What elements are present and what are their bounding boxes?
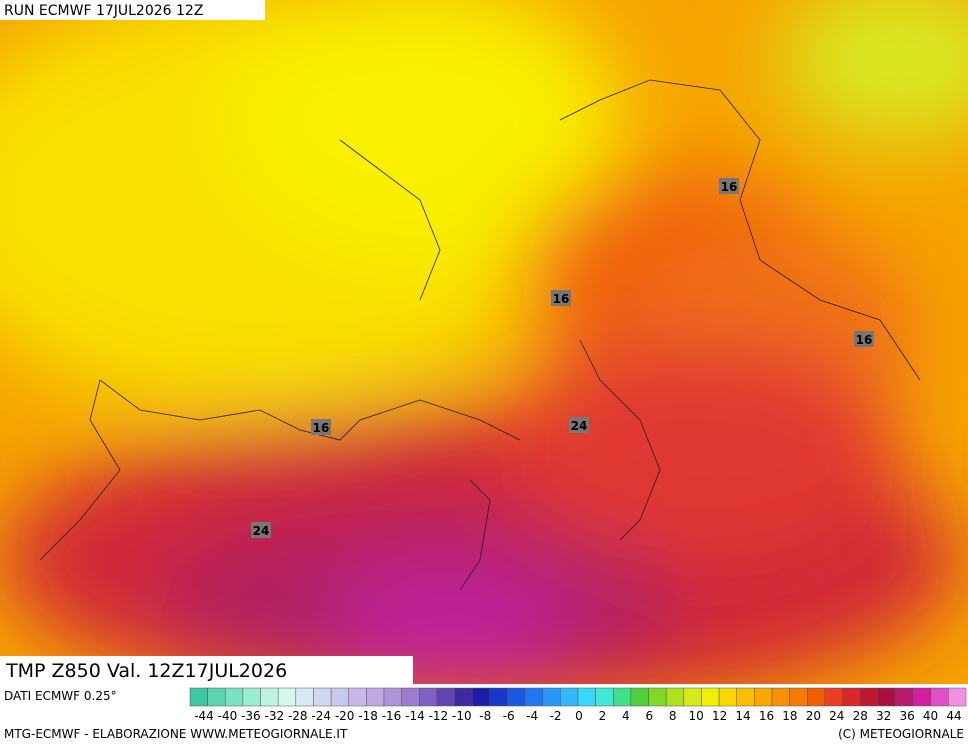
legend-swatch [242, 687, 261, 707]
source-label: DATI ECMWF 0.25° [4, 689, 117, 703]
legend-label: 0 [575, 709, 583, 723]
run-box [0, 0, 265, 20]
legend-swatch [701, 687, 720, 707]
contour-label: 24 [253, 524, 270, 538]
legend-swatch [507, 687, 526, 707]
legend-swatch [859, 687, 879, 707]
legend-label: -6 [503, 709, 515, 723]
contour-label-box [311, 419, 331, 435]
legend-swatch [736, 687, 755, 707]
legend-label: -2 [550, 709, 562, 723]
legend-swatch [295, 687, 314, 707]
legend-label: -40 [218, 709, 238, 723]
legend-label: 32 [876, 709, 891, 723]
legend-swatch [524, 687, 543, 707]
temperature-field [0, 0, 968, 684]
legend-swatch [489, 687, 508, 707]
legend-label: -14 [405, 709, 425, 723]
legend-label: -32 [265, 709, 285, 723]
legend-swatch [595, 687, 614, 707]
legend-label: 14 [735, 709, 750, 723]
legend-label: 20 [806, 709, 821, 723]
legend-label: 12 [712, 709, 727, 723]
legend-swatch [824, 687, 843, 707]
legend-label: -24 [311, 709, 331, 723]
legend-swatch [895, 687, 914, 707]
legend-swatch [912, 687, 931, 707]
legend-swatch [877, 687, 896, 707]
run-label: RUN ECMWF 17JUL2026 12Z [4, 3, 203, 19]
legend-swatch [330, 687, 349, 707]
contour-label: 24 [571, 419, 588, 433]
credit-label: MTG-ECMWF - ELABORAZIONE WWW.METEOGIORNA… [4, 727, 348, 741]
legend-swatch [260, 687, 279, 707]
legend-swatch [613, 687, 632, 707]
legend-swatch [366, 687, 385, 707]
contour-label: 16 [721, 180, 738, 194]
legend-label: 36 [899, 709, 914, 723]
legend-label: -28 [288, 709, 308, 723]
product-label: TMP Z850 Val. 12Z17JUL2026 [5, 660, 287, 682]
legend-swatch [807, 687, 826, 707]
legend-swatch [383, 687, 402, 707]
legend-swatch [542, 687, 561, 707]
legend-label: 18 [782, 709, 797, 723]
legend-label: -44 [194, 709, 214, 723]
legend-swatch [789, 687, 808, 707]
legend-swatch [930, 687, 949, 707]
legend-swatch [348, 687, 367, 707]
contour-label-box [854, 331, 874, 347]
legend-label: 6 [645, 709, 653, 723]
legend-swatch [560, 687, 579, 707]
contour-label-box [719, 178, 739, 194]
legend-swatch [754, 687, 773, 707]
legend-swatch [842, 687, 861, 707]
legend-swatch [313, 687, 332, 707]
legend-swatch [401, 687, 420, 707]
legend-label: -4 [526, 709, 538, 723]
legend-label: 44 [946, 709, 961, 723]
contour-label: 16 [313, 421, 330, 435]
legend-swatch [630, 687, 649, 707]
legend-swatch [454, 687, 473, 707]
legend-swatch [189, 687, 208, 707]
legend-swatch [771, 687, 790, 707]
legend-label: 8 [669, 709, 677, 723]
legend-swatch [277, 687, 297, 707]
legend-swatch [225, 687, 244, 707]
copyright-label: (C) METEOGIORNALE [838, 727, 964, 741]
legend-label: -10 [452, 709, 472, 723]
contour-label-box [569, 417, 589, 433]
legend-swatch [683, 687, 702, 707]
contour-label: 16 [553, 292, 570, 306]
legend-label: -36 [241, 709, 261, 723]
legend-label: 24 [829, 709, 844, 723]
legend-label: 2 [599, 709, 607, 723]
legend-swatch [948, 687, 967, 707]
legend-swatch [419, 687, 438, 707]
legend-swatch [471, 687, 491, 707]
legend-label: -18 [358, 709, 378, 723]
legend-label: -12 [429, 709, 449, 723]
contour-label-box [551, 290, 571, 306]
legend-label: 10 [689, 709, 704, 723]
legend-swatch [665, 687, 685, 707]
contour-label: 16 [856, 333, 873, 347]
coastlines [39, 79, 921, 591]
legend-swatch [436, 687, 455, 707]
legend-label: 28 [853, 709, 868, 723]
legend-swatch [648, 687, 667, 707]
legend-swatch [207, 687, 226, 707]
legend-label: -16 [382, 709, 402, 723]
legend-label: -20 [335, 709, 355, 723]
legend-label: 16 [759, 709, 774, 723]
legend-label: -8 [479, 709, 491, 723]
legend-swatch [718, 687, 737, 707]
legend-label: 40 [923, 709, 938, 723]
legend-swatch [577, 687, 596, 707]
contour-label-box [251, 522, 271, 538]
legend-label: 4 [622, 709, 630, 723]
product-box [0, 656, 413, 684]
